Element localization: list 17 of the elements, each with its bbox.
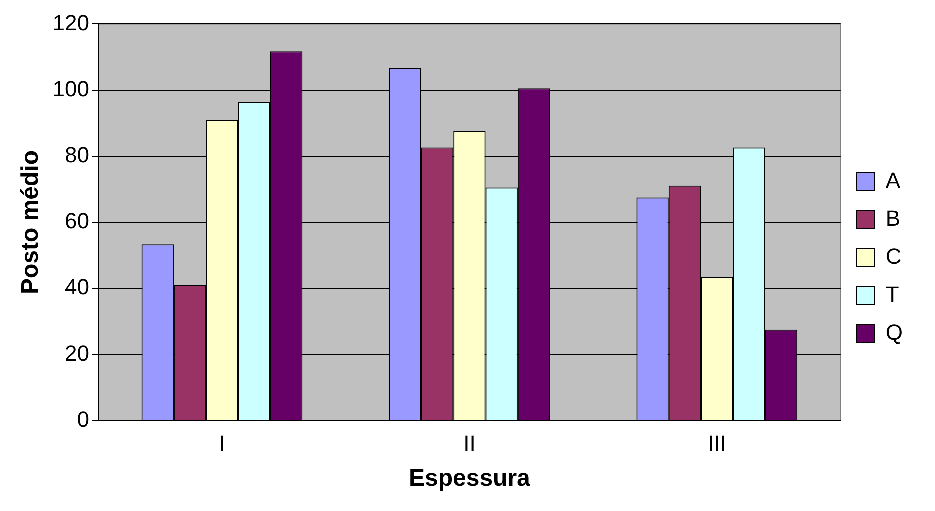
- y-axis-title: Posto médio: [17, 150, 44, 295]
- x-tick-label: III: [708, 431, 726, 456]
- x-axis-title: Espessura: [408, 465, 532, 492]
- legend-label: T: [886, 282, 900, 308]
- y-tick-label: 80: [65, 142, 90, 168]
- y-tick-label: 40: [65, 274, 90, 300]
- legend-label: Q: [886, 320, 904, 346]
- y-tick-label: 0: [77, 406, 90, 432]
- y-tick-label: 100: [52, 76, 90, 102]
- legend-label: B: [886, 206, 901, 232]
- x-tick-label: I: [219, 431, 226, 456]
- x-tick-label: II: [464, 431, 476, 456]
- legend-label: A: [886, 168, 901, 194]
- y-tick-label: 120: [52, 10, 90, 36]
- legend-label: C: [886, 244, 902, 270]
- y-tick-label: 60: [65, 208, 90, 234]
- y-tick-label: 20: [65, 340, 90, 366]
